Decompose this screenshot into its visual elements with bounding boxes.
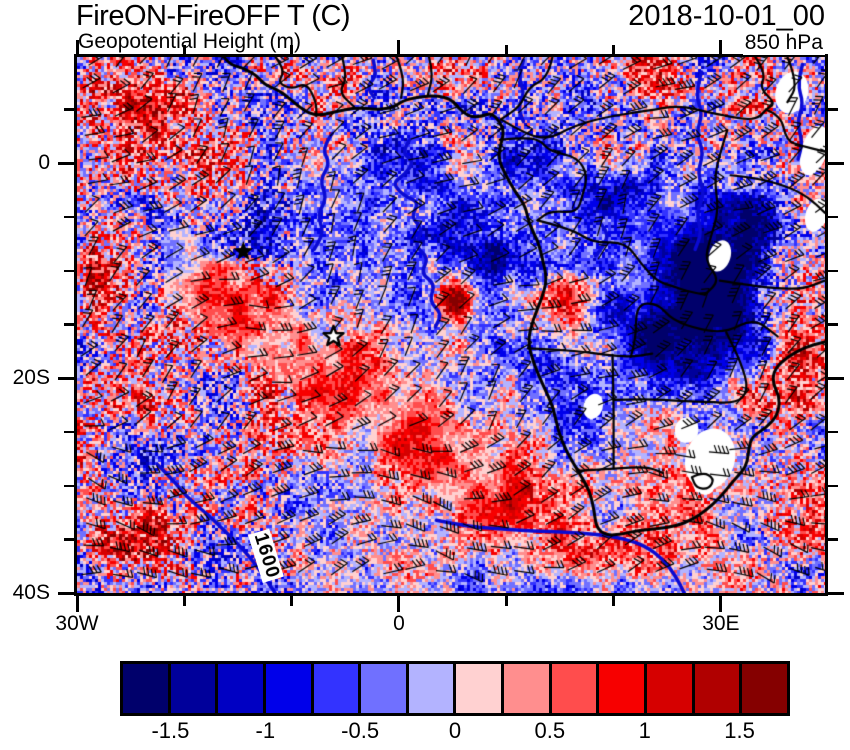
- colorbar-swatch: [694, 664, 743, 713]
- lon-tick-label: 30E: [702, 612, 740, 635]
- axis-tick: [828, 269, 838, 273]
- axis-tick: [64, 108, 74, 111]
- axis-tick: [612, 596, 615, 606]
- colorbar-swatch: [599, 664, 648, 713]
- axis-tick: [58, 591, 74, 595]
- axis-tick: [183, 45, 186, 54]
- axis-tick: [58, 376, 74, 380]
- lat-tick-label: 0: [38, 151, 50, 175]
- axis-tick: [828, 591, 844, 595]
- colorbar-swatch: [551, 664, 600, 713]
- colorbar-tick-label: -1.5: [151, 718, 190, 743]
- colorbar: [120, 661, 790, 716]
- axis-tick: [828, 538, 838, 541]
- axis-tick: [64, 538, 74, 541]
- axis-tick: [183, 596, 186, 606]
- axis-tick: [828, 108, 838, 111]
- colorbar-swatch: [361, 664, 409, 713]
- colorbar-swatch: [218, 664, 266, 713]
- axis-tick: [75, 40, 79, 54]
- axis-tick: [828, 376, 844, 380]
- axis-tick: [397, 40, 401, 54]
- axis-tick: [64, 215, 74, 219]
- colorbar-tick-label: -0.5: [341, 718, 380, 743]
- map-canvas: [77, 57, 825, 593]
- axis-tick: [290, 45, 293, 54]
- plot-title: FireON-FireOFF T (C): [76, 0, 351, 32]
- colorbar-tick-label: 1: [638, 718, 651, 743]
- colorbar-swatch: [504, 664, 552, 713]
- axis-tick: [505, 45, 508, 54]
- axis-tick: [828, 161, 844, 165]
- colorbar-swatch: [313, 664, 362, 713]
- colorbar-tick-label: 0.5: [534, 718, 566, 743]
- plot-datetime: 2018-10-01_00: [628, 0, 825, 32]
- axis-tick: [719, 40, 723, 54]
- axis-tick: [612, 45, 615, 54]
- colorbar-swatch: [408, 664, 457, 713]
- axis-tick: [397, 596, 401, 612]
- colorbar-tick-label: 1.5: [724, 718, 755, 743]
- colorbar-swatch: [265, 664, 314, 713]
- plot-subtitle: Geopotential Height (m): [78, 30, 301, 53]
- lat-tick-label: 20S: [12, 366, 50, 390]
- axis-tick: [828, 484, 838, 488]
- axis-tick: [828, 430, 838, 434]
- axis-tick: [64, 484, 74, 488]
- axis-tick: [505, 596, 508, 606]
- colorbar-swatch: [647, 664, 695, 713]
- colorbar-tick-label: -1: [255, 718, 276, 743]
- colorbar-swatch: [456, 664, 505, 713]
- lat-tick-label: 40S: [12, 581, 50, 605]
- lon-tick-label: 30W: [55, 612, 99, 635]
- colorbar-swatch: [123, 664, 171, 713]
- axis-tick: [64, 430, 74, 434]
- plot-level: 850 hPa: [742, 31, 825, 55]
- axis-tick: [64, 323, 74, 326]
- axis-tick: [719, 596, 723, 612]
- colorbar-swatch: [170, 664, 219, 713]
- axis-tick: [828, 215, 838, 219]
- axis-tick: [64, 269, 74, 273]
- lon-tick-label: 0: [393, 612, 405, 635]
- axis-tick: [828, 323, 838, 326]
- axis-tick: [75, 596, 79, 612]
- colorbar-swatch: [742, 664, 787, 713]
- axis-tick: [290, 596, 293, 606]
- colorbar-tick-label: 0: [448, 718, 462, 743]
- axis-tick: [58, 161, 74, 165]
- map-frame: [74, 54, 828, 596]
